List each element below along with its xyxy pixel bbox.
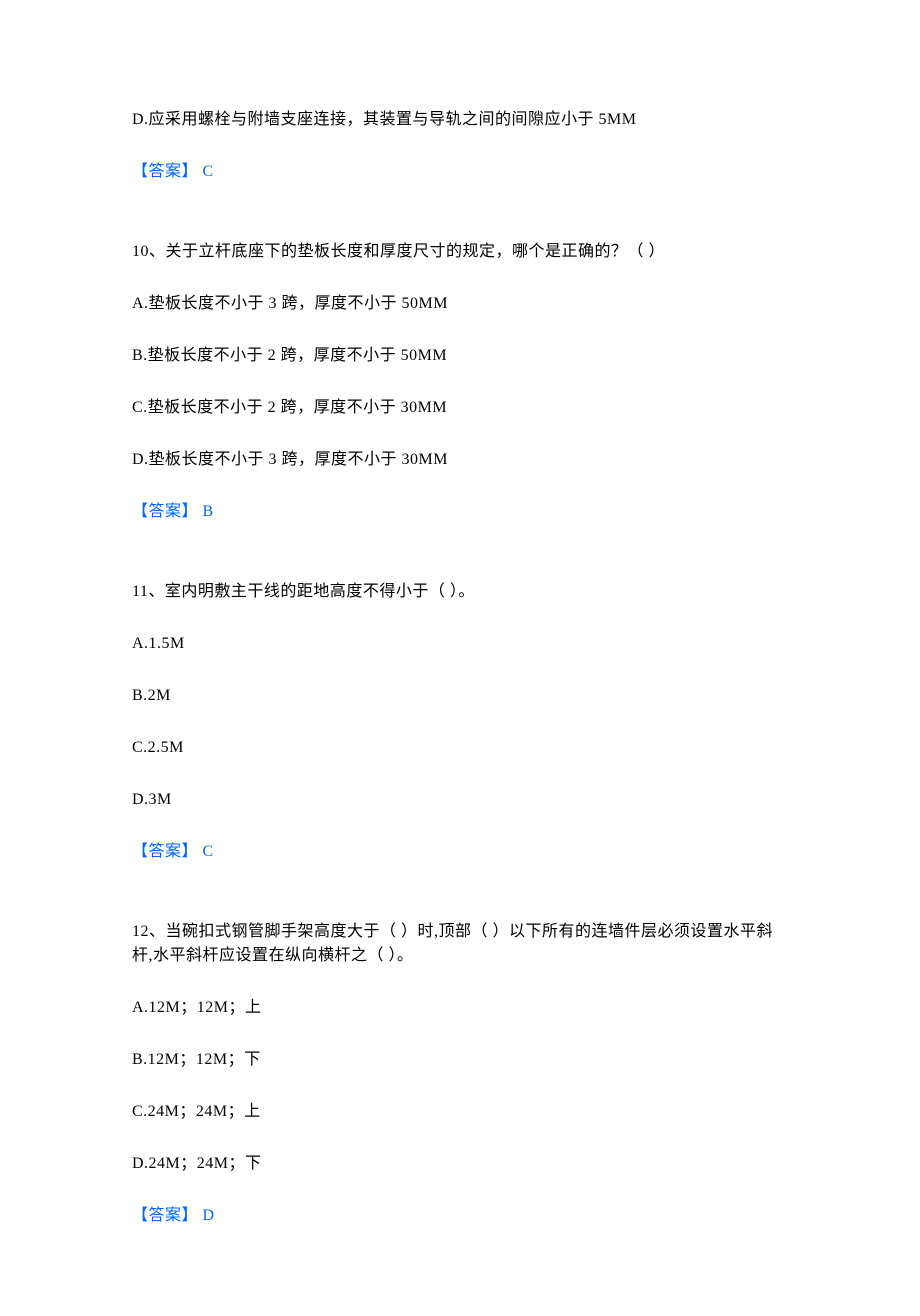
spacer bbox=[132, 212, 788, 240]
q12-option-b: B.12M；12M；下 bbox=[132, 1048, 788, 1072]
q11-option-b: B.2M bbox=[132, 684, 788, 708]
q10-answer: 【答案】 B bbox=[132, 500, 788, 524]
q11-stem: 11、室内明敷主干线的距地高度不得小于（ ）。 bbox=[132, 580, 788, 604]
q12-stem: 12、当碗扣式钢管脚手架高度大于（ ）时,顶部（ ）以下所有的连墙件层必须设置水… bbox=[132, 920, 788, 968]
q11-answer: 【答案】 C bbox=[132, 840, 788, 864]
spacer bbox=[132, 892, 788, 920]
q10-option-c: C.垫板长度不小于 2 跨，厚度不小于 30MM bbox=[132, 396, 788, 420]
q11-option-a: A.1.5M bbox=[132, 632, 788, 656]
q10-option-d: D.垫板长度不小于 3 跨，厚度不小于 30MM bbox=[132, 448, 788, 472]
q9-option-d: D.应采用螺栓与附墙支座连接，其装置与导轨之间的间隙应小于 5MM bbox=[132, 108, 788, 132]
q12-option-a: A.12M；12M；上 bbox=[132, 996, 788, 1020]
q10-stem: 10、关于立杆底座下的垫板长度和厚度尺寸的规定，哪个是正确的？（ ） bbox=[132, 240, 788, 264]
q12-answer: 【答案】 D bbox=[132, 1204, 788, 1228]
q9-answer: 【答案】 C bbox=[132, 160, 788, 184]
document-page: D.应采用螺栓与附墙支座连接，其装置与导轨之间的间隙应小于 5MM 【答案】 C… bbox=[0, 0, 920, 1316]
spacer bbox=[132, 552, 788, 580]
q11-option-c: C.2.5M bbox=[132, 736, 788, 760]
q10-option-b: B.垫板长度不小于 2 跨，厚度不小于 50MM bbox=[132, 344, 788, 368]
q12-option-c: C.24M；24M；上 bbox=[132, 1100, 788, 1124]
q10-option-a: A.垫板长度不小于 3 跨，厚度不小于 50MM bbox=[132, 292, 788, 316]
q12-option-d: D.24M；24M；下 bbox=[132, 1152, 788, 1176]
q11-option-d: D.3M bbox=[132, 788, 788, 812]
